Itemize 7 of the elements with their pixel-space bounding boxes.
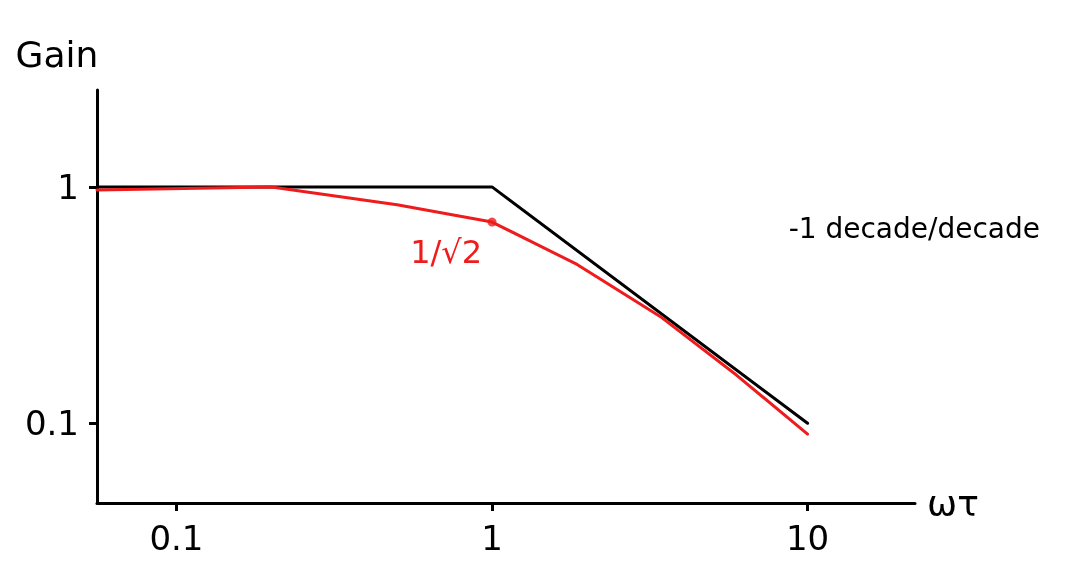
y-axis-title: Gain: [15, 33, 99, 75]
x-axis-title: ωτ: [927, 482, 979, 524]
x-tick-label: 0.1: [149, 518, 204, 558]
x-tick-label: 1: [481, 518, 503, 558]
annotation: -1 decade/decade: [788, 211, 1040, 245]
x-tick-label: 10: [785, 518, 830, 558]
annotation: 1/√2: [410, 233, 483, 272]
